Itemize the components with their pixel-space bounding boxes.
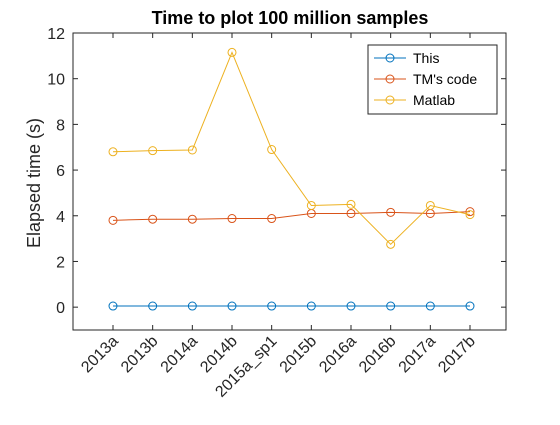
data-point <box>465 210 475 220</box>
x-tick-label: 2015b <box>277 333 321 377</box>
data-point <box>386 239 396 249</box>
series-matlab <box>108 47 475 249</box>
legend-marker <box>385 53 395 63</box>
data-point <box>227 47 237 57</box>
x-tick-label: 2017b <box>435 333 479 377</box>
data-point <box>148 146 158 156</box>
data-point <box>465 301 475 311</box>
series-line <box>112 51 471 246</box>
data-point <box>346 301 356 311</box>
data-point <box>108 215 118 225</box>
x-tick-label: 2016a <box>316 333 360 377</box>
x-tick-label: 2014a <box>158 333 202 377</box>
data-point <box>465 207 475 217</box>
data-point <box>425 301 435 311</box>
x-tick-label: 2016b <box>356 333 400 377</box>
data-point <box>346 208 356 218</box>
legend-marker <box>385 95 395 105</box>
x-tick-label: 2013b <box>118 333 162 377</box>
legend-label: This <box>413 50 439 66</box>
series-this <box>108 301 475 311</box>
data-point <box>227 301 237 311</box>
data-point <box>346 199 356 209</box>
data-point <box>148 214 158 224</box>
data-point <box>227 214 237 224</box>
y-tick-label: 0 <box>56 300 65 317</box>
y-tick-label: 6 <box>56 163 65 180</box>
series-line <box>112 211 471 221</box>
y-tick-label: 2 <box>56 254 65 271</box>
chart-title: Time to plot 100 million samples <box>152 8 429 28</box>
series-tm-s-code <box>108 207 475 225</box>
legend: This TM's code Matlab <box>367 44 498 115</box>
data-point <box>108 301 118 311</box>
data-point <box>306 200 316 210</box>
legend-marker <box>385 74 395 84</box>
data-point <box>187 145 197 155</box>
data-point <box>148 301 158 311</box>
data-point <box>267 301 277 311</box>
plot-area-frame <box>72 32 507 331</box>
axes <box>72 32 507 331</box>
y-tick-label: 12 <box>47 26 65 43</box>
data-point <box>108 147 118 157</box>
y-tick-label: 8 <box>56 117 65 134</box>
data-point <box>386 301 396 311</box>
data-point <box>187 301 197 311</box>
x-tick-label: 2017a <box>396 333 440 377</box>
legend-label: TM's code <box>413 71 477 87</box>
data-point <box>386 207 396 217</box>
data-point <box>267 145 277 155</box>
y-tick-label: 10 <box>47 72 65 89</box>
data-point <box>267 214 277 224</box>
x-tick-label: 2013a <box>78 333 122 377</box>
series-layer <box>108 47 475 311</box>
y-axis-label: Elapsed time (s) <box>24 118 44 248</box>
legend-label: Matlab <box>413 92 455 108</box>
data-point <box>306 301 316 311</box>
y-tick-label: 4 <box>56 209 65 226</box>
data-point <box>425 200 435 210</box>
data-point <box>187 214 197 224</box>
